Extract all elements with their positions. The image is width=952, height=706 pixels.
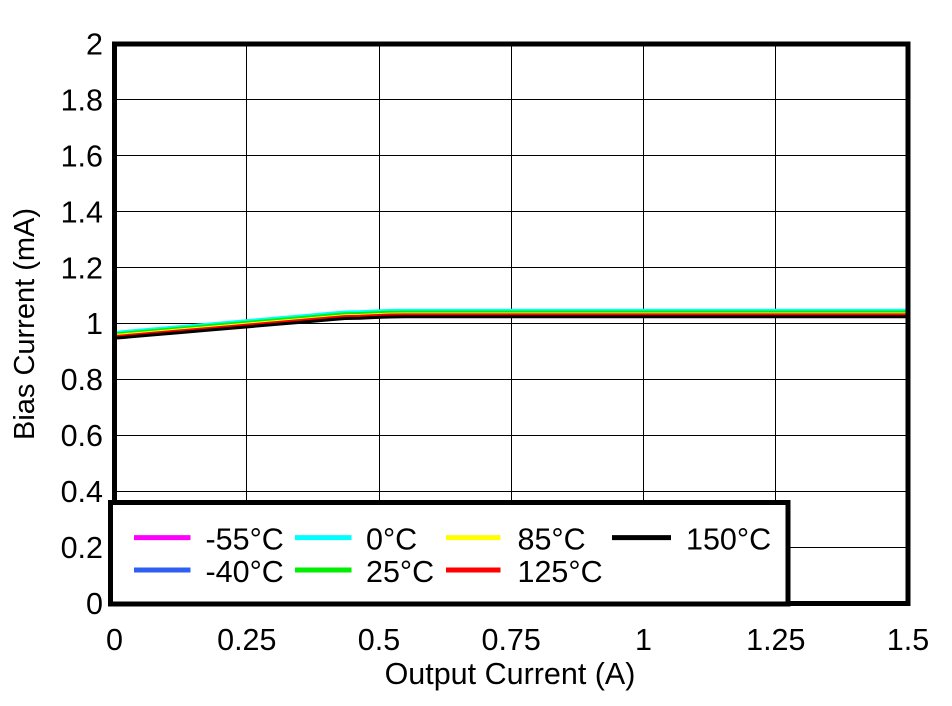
svg-text:150°C: 150°C <box>686 523 771 557</box>
svg-text:0: 0 <box>86 587 103 621</box>
svg-text:125°C: 125°C <box>518 555 603 589</box>
svg-text:0.25: 0.25 <box>217 623 276 657</box>
svg-text:2: 2 <box>86 28 103 62</box>
svg-text:Output Current (A): Output Current (A) <box>385 657 636 691</box>
svg-text:Bias Current (mA): Bias Current (mA) <box>9 208 41 440</box>
svg-text:1.2: 1.2 <box>61 251 103 285</box>
svg-text:0.5: 0.5 <box>358 623 400 657</box>
svg-text:1: 1 <box>86 307 103 341</box>
svg-text:1.5: 1.5 <box>887 623 929 657</box>
svg-text:85°C: 85°C <box>518 523 586 557</box>
svg-text:-55°C: -55°C <box>206 523 284 557</box>
svg-text:0°C: 0°C <box>366 523 417 557</box>
svg-text:1.8: 1.8 <box>61 83 103 117</box>
svg-text:1.25: 1.25 <box>746 623 805 657</box>
svg-text:0.75: 0.75 <box>482 623 541 657</box>
svg-text:0.4: 0.4 <box>61 475 103 509</box>
svg-text:-40°C: -40°C <box>206 555 284 589</box>
svg-text:1: 1 <box>635 623 652 657</box>
svg-text:25°C: 25°C <box>366 555 434 589</box>
svg-text:0.2: 0.2 <box>61 531 103 565</box>
svg-text:0.8: 0.8 <box>61 363 103 397</box>
svg-text:1.4: 1.4 <box>61 195 103 229</box>
svg-text:1.6: 1.6 <box>61 139 103 173</box>
svg-text:0: 0 <box>106 623 123 657</box>
svg-text:0.6: 0.6 <box>61 419 103 453</box>
